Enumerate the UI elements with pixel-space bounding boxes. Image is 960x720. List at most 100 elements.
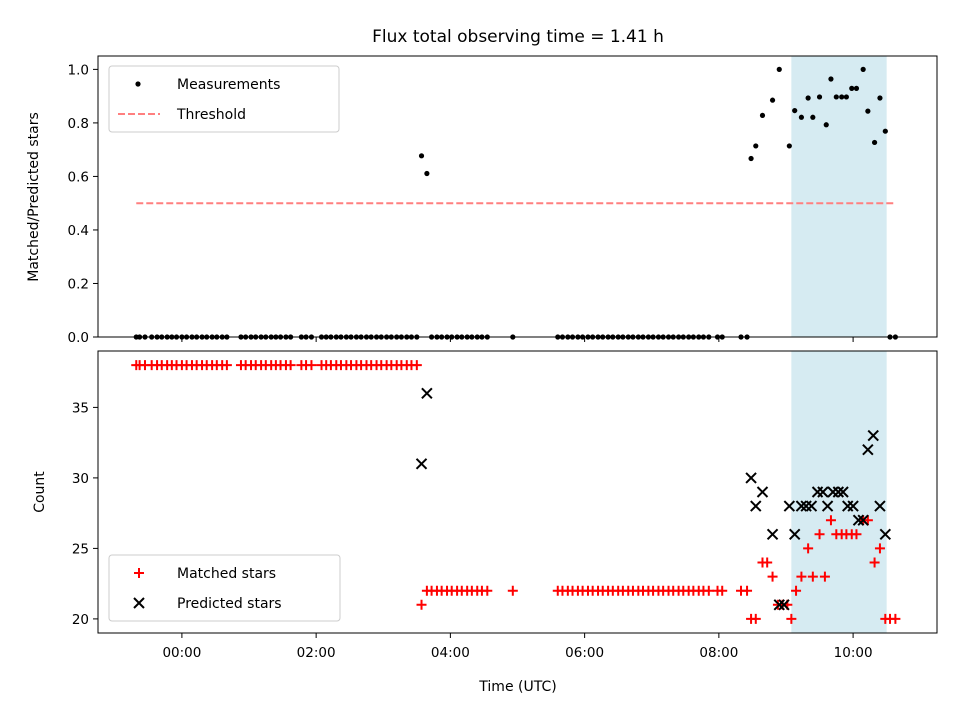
measurements-point <box>849 85 855 91</box>
predicted-stars-point <box>852 514 865 526</box>
matched-stars-point <box>796 571 807 582</box>
predicted-stars-point <box>773 599 785 611</box>
measurements-point <box>871 139 878 146</box>
y-tick-label: 0.8 <box>68 116 89 132</box>
measurements-point <box>748 155 754 162</box>
matched-stars-point <box>791 585 802 596</box>
measurements-point <box>753 143 759 149</box>
y-tick-label: 30 <box>72 471 89 487</box>
matched-stars-point <box>411 360 422 371</box>
matched-stars-point <box>825 515 836 526</box>
measurements-point <box>798 114 805 120</box>
matched-stars-point <box>717 585 728 596</box>
measurements-point <box>418 153 425 159</box>
predicted-stars-point <box>862 443 874 456</box>
y-tick-label: 0.0 <box>68 330 89 346</box>
count-panel: Count Time (UTC) Matched stars Predicted… <box>32 350 938 695</box>
predicted-stars-point <box>783 500 796 512</box>
matched-stars-point <box>306 360 317 371</box>
measurements-point <box>776 66 782 72</box>
measurements-point <box>810 114 816 120</box>
matched-stars-point <box>750 613 761 624</box>
matched-stars-point <box>416 599 427 610</box>
count-y-axis-label: Count <box>32 471 48 513</box>
ratio-legend: Measurements Threshold <box>108 65 340 133</box>
x-tick-label: 04:00 <box>431 645 470 661</box>
matched-stars-point <box>869 557 880 568</box>
predicted-stars-point <box>778 599 790 611</box>
matched-stars-point <box>890 613 901 624</box>
legend-predicted-label: Predicted stars <box>177 596 282 612</box>
predicted-stars-point <box>879 528 892 541</box>
matched-stars-point <box>807 571 818 582</box>
predicted-stars-point <box>832 486 845 498</box>
ratio-legend-box <box>108 65 340 133</box>
measurements-point <box>860 66 866 72</box>
matched-stars-point <box>819 571 830 582</box>
legend-matched-label: Matched stars <box>177 566 276 582</box>
matched-stars-point <box>874 543 885 554</box>
predicted-stars-point <box>421 387 433 400</box>
measurements-point <box>853 85 860 91</box>
panel-0-data-layer <box>133 56 898 340</box>
panel-1-data-layer <box>131 351 901 633</box>
predicted-stars-point <box>750 500 762 512</box>
matched-stars-point <box>742 585 753 596</box>
matched-stars-point <box>814 529 825 540</box>
ratio-panel: Matched/Predicted stars Measurements Thr… <box>26 55 938 346</box>
matched-stars-point <box>762 557 773 568</box>
measurements-point <box>424 170 430 177</box>
count-legend: Matched stars Predicted stars <box>108 554 341 622</box>
predicted-stars-point <box>867 429 879 442</box>
x-tick-label: 10:00 <box>834 645 873 661</box>
predicted-stars-point <box>821 500 834 512</box>
matched-stars-point <box>786 613 797 624</box>
measurements-point <box>769 97 776 103</box>
legend-matched-marker <box>134 568 144 578</box>
predicted-stars-point <box>745 472 757 484</box>
y-tick-label: 20 <box>72 612 89 628</box>
matched-stars-point <box>507 585 518 596</box>
predicted-stars-point <box>857 514 869 526</box>
matched-stars-point <box>221 360 232 371</box>
predicted-stars-point <box>788 528 801 541</box>
measurements-point <box>792 107 798 114</box>
ratio-panel-frame <box>97 55 938 338</box>
legend-threshold-label: Threshold <box>176 107 246 123</box>
predicted-stars-point <box>874 500 886 512</box>
matched-stars-point <box>851 529 862 540</box>
y-tick-label: 25 <box>72 541 89 557</box>
measurements-point <box>843 94 849 100</box>
measurements-point <box>759 112 766 119</box>
x-axis-label: Time (UTC) <box>478 679 556 695</box>
x-tick-label: 06:00 <box>565 645 604 661</box>
highlight-span <box>791 56 887 337</box>
predicted-stars-point <box>805 500 818 512</box>
y-tick-label: 0.6 <box>68 169 89 185</box>
predicted-stars-point <box>795 500 808 512</box>
measurements-point <box>882 128 888 134</box>
x-tick-label: 02:00 <box>297 645 336 661</box>
ratio-y-axis-label: Matched/Predicted stars <box>26 112 42 282</box>
y-tick-label: 0.4 <box>68 223 89 239</box>
matched-stars-point <box>767 571 778 582</box>
measurements-point <box>805 95 811 101</box>
matched-stars-point <box>285 360 296 371</box>
predicted-stars-point <box>817 486 829 498</box>
legend-measurements-marker <box>135 81 141 87</box>
predicted-stars-point <box>756 486 769 498</box>
predicted-stars-point <box>847 500 859 512</box>
legend-predicted-marker <box>133 597 145 609</box>
matched-stars-point <box>803 543 814 554</box>
measurements-point <box>865 108 871 114</box>
x-tick-label: 00:00 <box>162 645 201 661</box>
y-tick-label: 35 <box>72 400 89 416</box>
matched-stars-point <box>482 585 493 596</box>
y-tick-label: 1.0 <box>68 62 89 78</box>
measurements-point <box>839 94 845 100</box>
measurements-point <box>816 94 823 100</box>
predicted-stars-point <box>766 528 779 541</box>
predicted-stars-point <box>837 486 849 498</box>
matched-stars-point <box>703 585 714 596</box>
